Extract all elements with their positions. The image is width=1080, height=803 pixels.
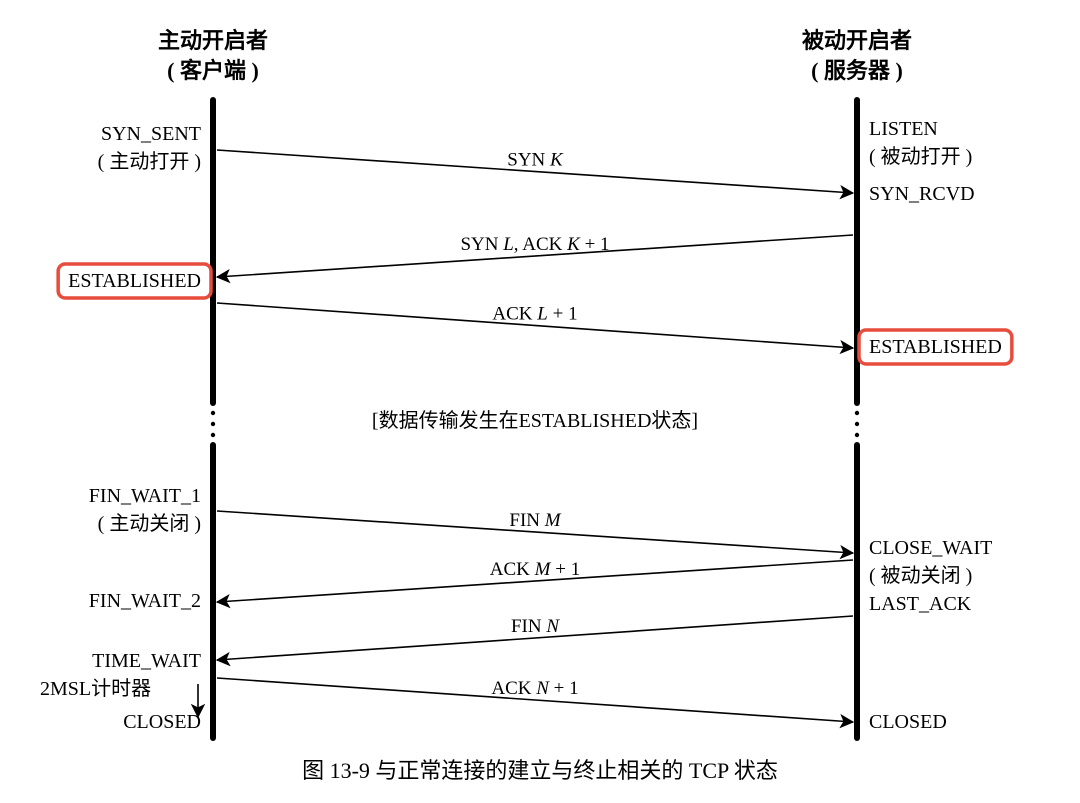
server-state-sub: ( 被动关闭 ) [869, 564, 972, 587]
server-state: ESTABLISHED [869, 336, 1002, 358]
client-state: CLOSED [123, 711, 201, 733]
lifeline-dot [211, 422, 215, 426]
server-state: LISTEN [869, 118, 938, 140]
client-header-2: ( 客户端 ) [167, 58, 259, 83]
server-state: LAST_ACK [869, 593, 972, 615]
lifeline-dot [855, 411, 859, 415]
client-state: ESTABLISHED [68, 270, 201, 292]
message-label: FIN N [511, 616, 560, 637]
server-state: SYN_RCVD [869, 183, 975, 205]
client-state: SYN_SENT [101, 123, 201, 145]
server-state-sub: ( 被动打开 ) [869, 145, 972, 168]
message-label: SYN L, ACK K + 1 [460, 234, 609, 255]
message-label: ACK L + 1 [492, 304, 577, 325]
lifeline-dot [211, 433, 215, 437]
client-state: FIN_WAIT_1 [89, 485, 201, 507]
server-state: CLOSE_WAIT [869, 537, 992, 559]
lifeline-dot [855, 433, 859, 437]
client-state-sub: 2MSL计时器 [40, 677, 151, 700]
message-label: ACK N + 1 [491, 678, 578, 699]
client-state: FIN_WAIT_2 [89, 590, 201, 612]
client-state: TIME_WAIT [92, 650, 201, 672]
message-label: SYN K [507, 150, 564, 171]
server-header-2: ( 服务器 ) [811, 58, 903, 83]
mid-note: [数据传输发生在ESTABLISHED状态] [372, 409, 698, 432]
figure-caption: 图 13-9 与正常连接的建立与终止相关的 TCP 状态 [302, 758, 778, 783]
lifeline-dot [855, 422, 859, 426]
client-header-1: 主动开启者 [158, 28, 268, 53]
lifeline-dot [211, 411, 215, 415]
server-header-1: 被动开启者 [802, 28, 912, 53]
message-label: FIN M [509, 510, 561, 531]
server-state: CLOSED [869, 711, 947, 733]
client-state-sub: ( 主动关闭 ) [98, 512, 201, 535]
client-state-sub: ( 主动打开 ) [98, 150, 201, 173]
message-label: ACK M + 1 [490, 559, 580, 580]
